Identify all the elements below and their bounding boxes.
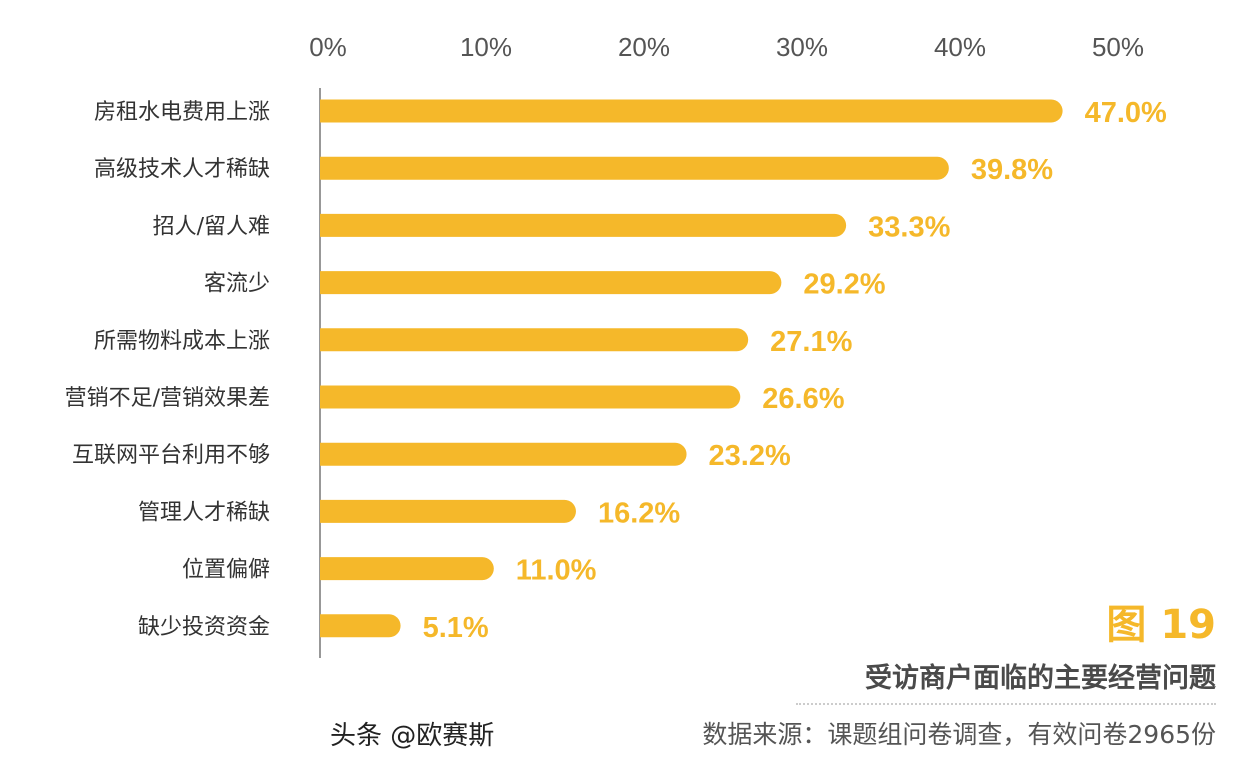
category-label: 高级技术人才稀缺 bbox=[94, 157, 270, 182]
category-label: 房租水电费用上涨 bbox=[94, 100, 270, 125]
bar bbox=[320, 557, 494, 581]
data-label: 33.3% bbox=[868, 211, 950, 243]
data-label: 27.1% bbox=[770, 326, 852, 358]
bar bbox=[320, 156, 949, 180]
data-label: 26.6% bbox=[762, 383, 844, 415]
bar bbox=[320, 271, 782, 295]
data-label: 39.8% bbox=[971, 154, 1053, 186]
watermark: 头条 @欧赛斯 bbox=[330, 721, 495, 751]
category-label: 缺少投资资金 bbox=[138, 615, 270, 640]
category-label: 管理人才稀缺 bbox=[138, 500, 270, 525]
data-source: 数据来源：课题组问卷调查，有效问卷2965份 bbox=[702, 720, 1216, 749]
divider bbox=[796, 703, 1216, 705]
x-tick-label: 30% bbox=[776, 32, 828, 62]
bar bbox=[320, 328, 749, 352]
figure-number: 图 19 bbox=[1106, 602, 1216, 648]
data-label: 5.1% bbox=[423, 612, 489, 644]
category-label: 位置偏僻 bbox=[182, 558, 270, 583]
bar bbox=[320, 99, 1063, 123]
category-label: 所需物料成本上涨 bbox=[94, 329, 270, 354]
data-label: 16.2% bbox=[598, 497, 680, 529]
bar bbox=[320, 442, 687, 466]
x-tick-label: 50% bbox=[1092, 32, 1144, 62]
x-tick-label: 20% bbox=[618, 32, 670, 62]
bar bbox=[320, 614, 401, 638]
category-label: 招人/留人难 bbox=[153, 214, 270, 239]
category-label: 营销不足/营销效果差 bbox=[65, 386, 270, 411]
category-label: 客流少 bbox=[204, 272, 270, 297]
x-tick-label: 10% bbox=[460, 32, 512, 62]
x-tick-label: 0% bbox=[309, 32, 347, 62]
data-label: 11.0% bbox=[516, 555, 597, 587]
chart-title: 受访商户面临的主要经营问题 bbox=[865, 663, 1216, 694]
x-tick-label: 40% bbox=[934, 32, 986, 62]
category-label: 互联网平台利用不够 bbox=[72, 443, 270, 468]
bar bbox=[320, 213, 847, 237]
bar bbox=[320, 499, 576, 523]
data-label: 29.2% bbox=[803, 269, 885, 301]
bar bbox=[320, 385, 741, 409]
data-label: 23.2% bbox=[709, 440, 791, 472]
data-label: 47.0% bbox=[1085, 97, 1167, 129]
bar-chart: 0% 10% 20% 30% 40% 50% 房租水电费用上涨 47.0% 高级技术人才稀缺 39… bbox=[65, 32, 1167, 658]
